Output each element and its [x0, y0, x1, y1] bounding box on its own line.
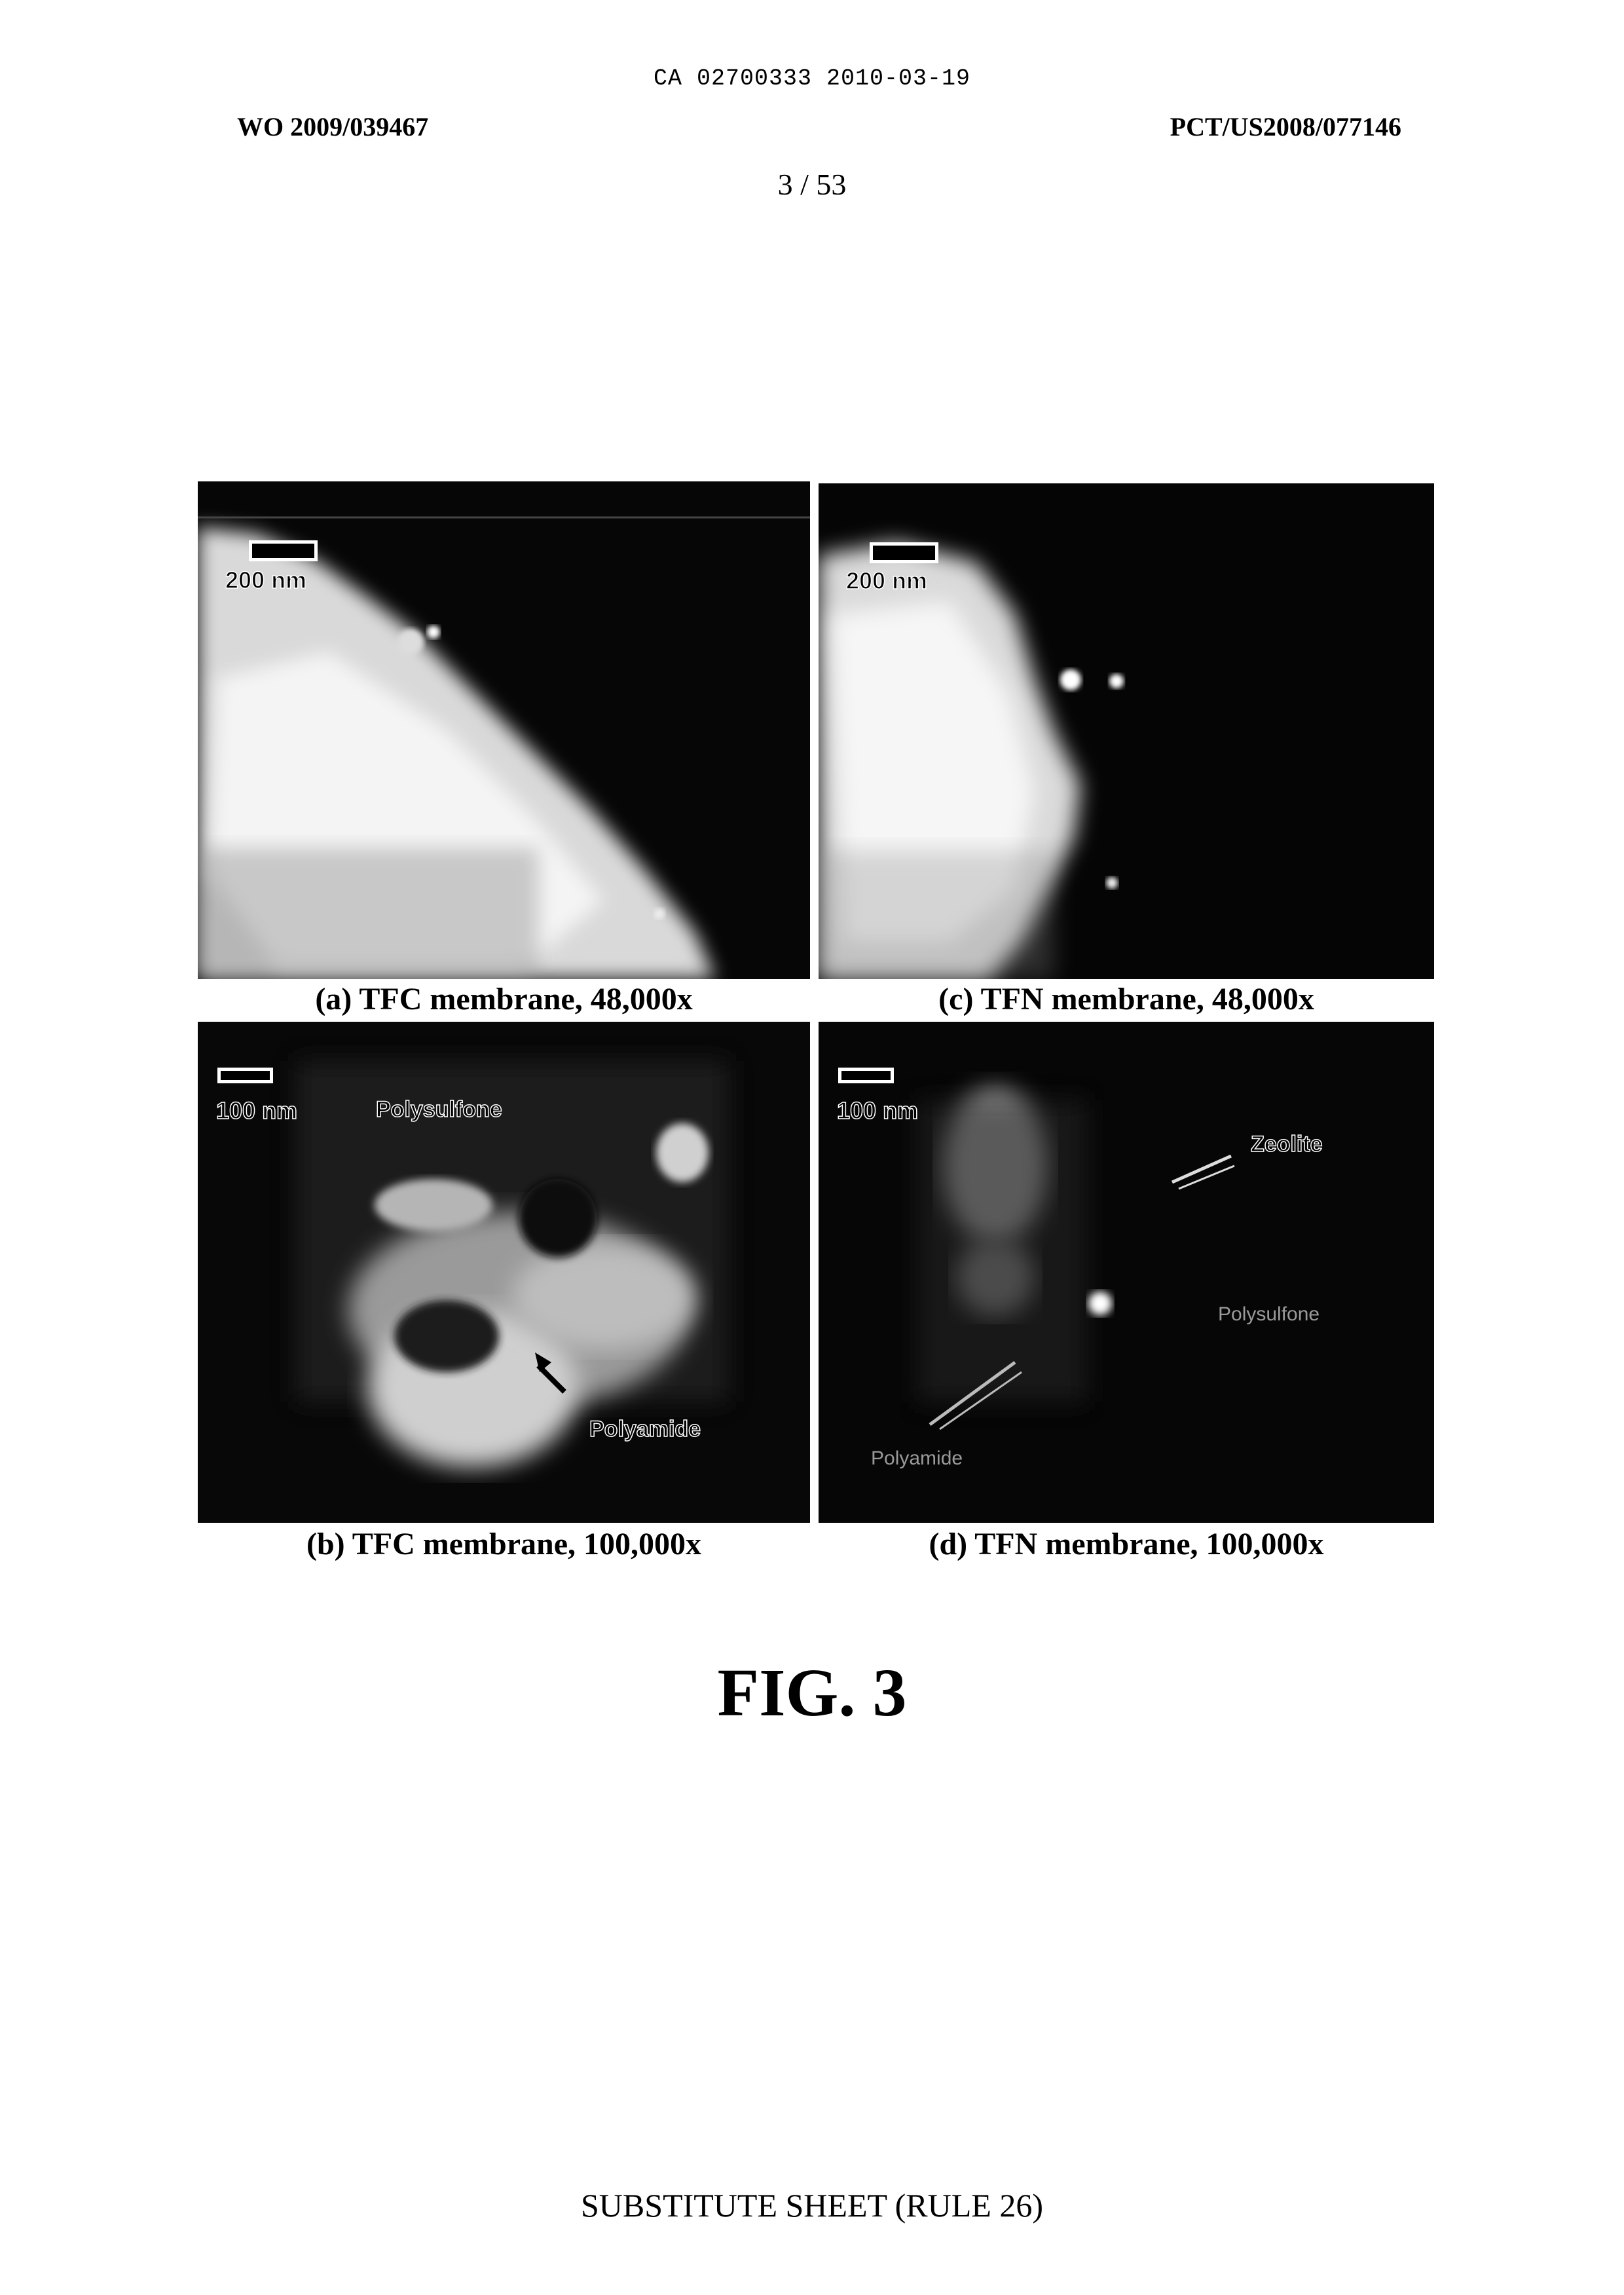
polysulfone-label-d: Polysulfone	[1218, 1303, 1320, 1326]
scale-bar-d	[838, 1068, 894, 1083]
caption-d: (d) TFN membrane, 100,000x	[819, 1526, 1434, 1562]
ca-application-number: CA 02700333 2010-03-19	[0, 65, 1624, 92]
polyamide-label-d: Polyamide	[871, 1447, 963, 1470]
scale-label-b: 100 nm	[216, 1097, 297, 1125]
scale-bar-b	[217, 1068, 273, 1083]
polyamide-label-b: Polyamide	[589, 1417, 701, 1442]
zeolite-label-d: Zeolite	[1251, 1132, 1323, 1157]
micrograph-c-tfn-48000x: 200 nm	[819, 483, 1434, 979]
scale-bar-a	[249, 540, 318, 561]
scale-label-a: 200 nm	[225, 567, 306, 594]
wo-publication-number: WO 2009/039467	[237, 111, 428, 142]
sheet-number: 3 / 53	[0, 167, 1624, 202]
micrograph-a-tfc-48000x: 200 nm	[198, 481, 810, 979]
pct-application-number: PCT/US2008/077146	[1170, 111, 1401, 142]
caption-c: (c) TFN membrane, 48,000x	[819, 981, 1434, 1017]
scale-bar-c	[870, 542, 938, 563]
caption-b: (b) TFC membrane, 100,000x	[198, 1526, 810, 1562]
polysulfone-label-b: Polysulfone	[376, 1097, 502, 1123]
micrograph-b-tfc-100000x: 100 nm Polysulfone Polyamide	[198, 1022, 810, 1523]
scale-label-d: 100 nm	[837, 1097, 918, 1125]
figure-label: FIG. 3	[0, 1654, 1624, 1732]
substitute-sheet-footer: SUBSTITUTE SHEET (RULE 26)	[0, 2186, 1624, 2224]
micrograph-d-tfn-100000x: 100 nm Zeolite Polysulfone Polyamide	[819, 1022, 1434, 1523]
scale-label-c: 200 nm	[846, 567, 927, 595]
caption-a: (a) TFC membrane, 48,000x	[198, 981, 810, 1017]
